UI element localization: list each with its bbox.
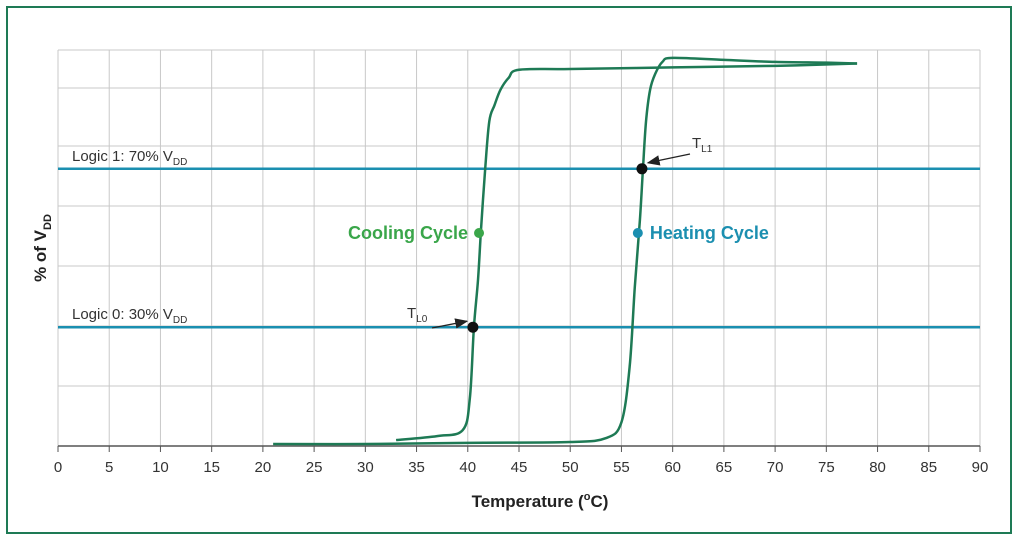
tl1-label: TL1 (692, 135, 713, 155)
x-tick-label: 45 (511, 459, 528, 476)
x-tick-label: 15 (203, 459, 220, 476)
x-tick-label: 20 (255, 459, 272, 476)
threshold-lines: Logic 1: 70% VDD Logic 0: 30% VDD (58, 148, 980, 329)
series-curves (273, 56, 858, 446)
x-tick-label: 0 (54, 459, 62, 476)
tl1-point (636, 163, 648, 175)
tl1-arrow (646, 153, 691, 166)
x-tick-label: 10 (152, 459, 169, 476)
heating-curve (273, 56, 858, 446)
tl0-point (467, 321, 479, 333)
x-tick-label: 30 (357, 459, 374, 476)
x-tick-label: 90 (972, 459, 989, 476)
x-tick-label: 35 (408, 459, 425, 476)
logic-1-label: Logic 1: 70% VDD (72, 148, 187, 168)
tl0-label: TL0 (407, 305, 428, 325)
heating-cycle-marker (632, 228, 643, 238)
x-tick-label: 5 (105, 459, 113, 476)
x-tick-label: 85 (920, 459, 937, 476)
x-tick-label: 80 (869, 459, 886, 476)
annotations: Cooling Cycle Heating Cycle TL0 TL1 (348, 135, 769, 333)
x-tick-label: 70 (767, 459, 784, 476)
cooling-cycle-marker (474, 228, 485, 238)
x-axis-ticks: 0 5 10 15 20 25 30 35 40 45 50 55 60 65 70 75 80 85 90 (54, 446, 989, 476)
x-tick-label: 65 (716, 459, 733, 476)
x-tick-label: 75 (818, 459, 835, 476)
heating-cycle-label: Heating Cycle (650, 223, 769, 243)
cooling-curve (395, 62, 858, 442)
x-tick-label: 55 (613, 459, 630, 476)
x-tick-label: 25 (306, 459, 323, 476)
cooling-cycle-label: Cooling Cycle (348, 223, 468, 243)
x-tick-label: 40 (459, 459, 476, 476)
y-axis-title: % of VDD (31, 214, 54, 282)
x-axis-title: Temperature (oC) (472, 491, 609, 511)
grid (57, 49, 981, 447)
tl0-arrow (431, 318, 469, 329)
x-tick-label: 50 (562, 459, 579, 476)
x-tick-label: 60 (664, 459, 681, 476)
logic-0-label: Logic 0: 30% VDD (72, 306, 187, 326)
